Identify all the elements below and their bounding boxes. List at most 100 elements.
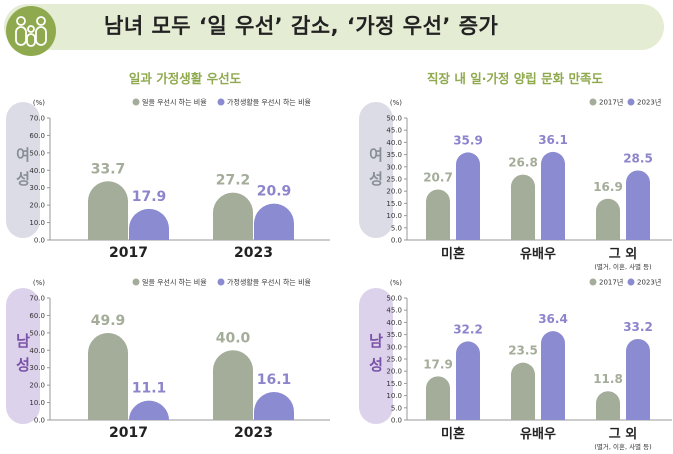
category-label: 유배우 <box>520 246 556 262</box>
legend-swatch <box>132 98 140 106</box>
bar <box>213 192 253 240</box>
legend-label: 2023년 <box>637 98 661 107</box>
y-tick-label: 10.0 <box>386 212 402 220</box>
y-tick-label: 20.0 <box>29 382 45 390</box>
bar <box>426 376 450 420</box>
category-label: 2017 <box>109 425 148 441</box>
bar <box>596 198 620 240</box>
y-tick-label: 5.0 <box>391 224 402 232</box>
legend-label: 2017년 <box>599 98 623 107</box>
y-tick-label: 15.0 <box>386 380 402 388</box>
category-note: (별거, 이혼, 사별 등) <box>594 442 651 451</box>
legend-label: 가정생활을 우선시 하는 비율 <box>227 278 312 287</box>
y-tick-label: 0.0 <box>34 237 45 245</box>
data-label: 20.7 <box>423 170 453 184</box>
bar <box>541 331 565 420</box>
legend-swatch <box>627 278 635 286</box>
data-label: 36.1 <box>538 133 568 147</box>
y-tick-label: 35.0 <box>386 331 402 339</box>
bar <box>626 338 650 420</box>
y-unit-label: (%) <box>390 99 402 107</box>
legend-label: 가정생활을 우선시 하는 비율 <box>227 98 312 107</box>
bar <box>596 391 620 420</box>
category-label: 유배우 <box>520 426 556 442</box>
data-label: 11.8 <box>593 372 623 386</box>
data-label: 49.9 <box>91 313 126 329</box>
y-unit-label: (%) <box>390 279 402 287</box>
data-label: 26.8 <box>508 156 538 170</box>
category-label: 그 외 <box>609 426 637 442</box>
bar <box>88 333 128 420</box>
y-tick-label: 45.0 <box>386 307 402 315</box>
category-label: 2023 <box>234 245 273 261</box>
legend-swatch <box>217 278 225 286</box>
y-tick-label: 60.0 <box>29 132 45 140</box>
legend-label: 일을 우선시 하는 비율 <box>142 278 207 287</box>
data-label: 32.2 <box>453 322 483 336</box>
bar <box>129 208 169 240</box>
legend-swatch <box>132 278 140 286</box>
legend-swatch <box>627 98 635 106</box>
legend-swatch <box>217 98 225 106</box>
category-note: (별거, 이혼, 사별 등) <box>594 262 651 271</box>
page-title: 남녀 모두 ‘일 우선’ 감소, ‘가정 우선’ 증가 <box>104 14 499 38</box>
data-label: 20.9 <box>257 184 292 200</box>
y-tick-label: 70.0 <box>29 115 45 123</box>
data-label: 27.2 <box>216 173 251 189</box>
gender-tag-priority <box>6 288 40 424</box>
data-label: 35.9 <box>453 133 483 147</box>
legend-swatch <box>589 98 597 106</box>
y-tick-label: 50.0 <box>29 329 45 337</box>
y-tick-label: 10.0 <box>29 219 45 227</box>
y-tick-label: 0.0 <box>34 417 45 425</box>
right-subtitle: 직장 내 일·가정 양립 문화 만족도 <box>426 71 603 86</box>
category-label: 미혼 <box>441 426 465 442</box>
y-tick-label: 40.0 <box>386 139 402 147</box>
y-tick-label: 40.0 <box>29 167 45 175</box>
data-label: 11.1 <box>132 381 167 397</box>
chart-male-satisfaction: 남 성 (%) 0.0 5.0 10.0 15.0 20.0 25.0 30.0 35.0 40.0 4… <box>359 278 672 451</box>
category-label: 그 외 <box>609 246 637 262</box>
family-icon <box>6 6 56 56</box>
y-tick-label: 45.0 <box>386 127 402 135</box>
y-tick-label: 40.0 <box>29 347 45 355</box>
gender-tag-satisfaction <box>359 288 393 424</box>
chart-female-satisfaction: 여 성 (%) 0.0 5.0 10.0 15.0 20.0 25.0 30.0 35.0 40.0 4… <box>359 98 672 271</box>
y-tick-label: 35.0 <box>386 151 402 159</box>
y-tick-label: 60.0 <box>29 312 45 320</box>
data-label: 17.9 <box>423 357 453 371</box>
gender-tag-priority <box>6 102 40 238</box>
y-tick-label: 10.0 <box>29 399 45 407</box>
data-label: 23.5 <box>508 344 538 358</box>
category-label: 2017 <box>109 245 148 261</box>
y-tick-label: 30.0 <box>29 364 45 372</box>
data-label: 33.2 <box>623 320 653 334</box>
y-unit-label: (%) <box>33 99 45 107</box>
y-tick-label: 50.0 <box>29 149 45 157</box>
y-tick-label: 15.0 <box>386 200 402 208</box>
bar <box>88 181 128 240</box>
y-tick-label: 30.0 <box>386 343 402 351</box>
data-label: 28.5 <box>623 151 653 165</box>
data-label: 40.0 <box>216 330 251 346</box>
bar <box>541 151 565 240</box>
y-tick-label: 20.0 <box>29 202 45 210</box>
y-tick-label: 70.0 <box>29 295 45 303</box>
y-tick-label: 50.0 <box>386 115 402 123</box>
y-tick-label: 0.0 <box>391 417 402 425</box>
bar <box>254 391 294 420</box>
left-subtitle: 일과 가정생활 우선도 <box>128 71 242 86</box>
data-label: 33.7 <box>91 161 126 177</box>
y-tick-label: 50.0 <box>386 295 402 303</box>
y-tick-label: 25.0 <box>386 176 402 184</box>
data-label: 36.4 <box>538 312 568 326</box>
y-tick-label: 10.0 <box>386 392 402 400</box>
y-tick-label: 30.0 <box>386 163 402 171</box>
y-tick-label: 5.0 <box>391 404 402 412</box>
legend-label: 일을 우선시 하는 비율 <box>142 98 207 107</box>
legend-label: 2023년 <box>637 278 661 287</box>
